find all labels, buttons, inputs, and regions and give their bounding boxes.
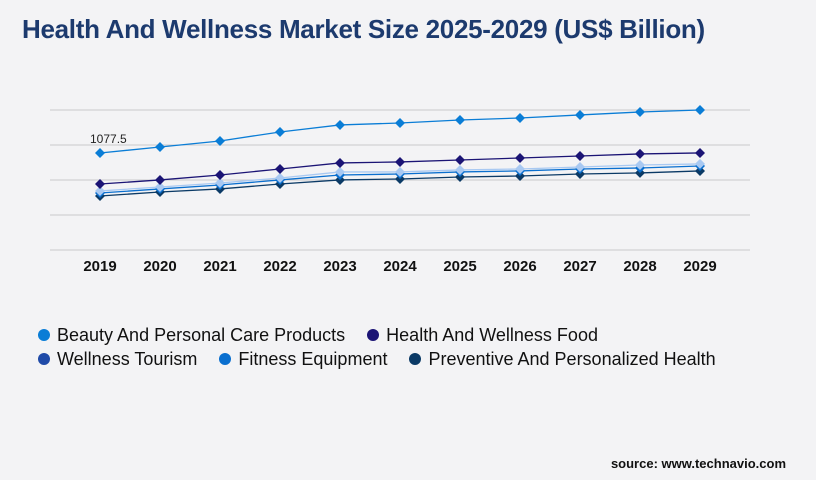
data-point — [575, 109, 585, 120]
x-tick-label: 2025 — [443, 258, 476, 275]
data-point — [635, 106, 645, 117]
data-point — [575, 161, 585, 172]
x-tick-label: 2026 — [503, 258, 536, 275]
data-point — [95, 179, 105, 190]
data-point — [275, 172, 285, 183]
data-point — [695, 147, 705, 158]
data-point — [335, 119, 345, 130]
legend-label: Preventive And Personalized Health — [428, 348, 716, 369]
data-point — [395, 117, 405, 128]
legend-label: Wellness Tourism — [57, 348, 198, 369]
data-point — [695, 158, 705, 169]
x-tick-label: 2029 — [683, 258, 716, 275]
data-point — [455, 114, 465, 125]
data-point — [215, 135, 225, 146]
legend-item: Wellness Tourism — [38, 349, 197, 370]
data-point — [335, 166, 345, 177]
data-point — [455, 154, 465, 165]
legend-label: Beauty And Personal Care Products — [57, 324, 346, 345]
legend-marker-icon — [367, 329, 380, 341]
series-line — [99, 109, 701, 154]
legend-item: Preventive And Personalized Health — [409, 348, 716, 370]
data-point — [575, 151, 585, 162]
legend-label: Fitness Equipment — [238, 348, 388, 369]
data-point — [335, 157, 345, 168]
data-point — [155, 174, 165, 185]
data-point — [95, 147, 105, 158]
x-tick-label: 2022 — [263, 258, 296, 275]
data-point — [155, 142, 165, 153]
source-text: source: www.technavio.com — [610, 456, 786, 471]
legend-item: Health And Wellness Food — [367, 325, 598, 346]
legend-marker-icon — [38, 329, 50, 341]
data-point — [575, 169, 585, 180]
legend-item: Beauty And Personal Care Products — [38, 325, 345, 346]
data-point — [215, 178, 225, 189]
x-tick-label: 2027 — [563, 258, 596, 275]
data-point — [695, 105, 705, 115]
x-tick-label: 2020 — [143, 258, 176, 275]
data-point — [395, 166, 405, 177]
legend-marker-icon — [409, 353, 422, 365]
data-point — [635, 160, 645, 171]
x-tick-label: 2019 — [83, 258, 116, 275]
line-chart: 2019 2020 2021 2022 2023 2024 2025 2026 2027 2028… — [50, 105, 750, 275]
x-tick-label: 2028 — [623, 258, 656, 275]
data-point — [635, 148, 645, 159]
data-point — [155, 181, 165, 192]
legend-label: Health And Wellness Food — [386, 324, 598, 345]
data-point — [395, 156, 405, 167]
data-point — [515, 163, 525, 174]
data-point — [95, 185, 105, 196]
chart-title: Health And Wellness Market Size 2025-202… — [22, 14, 705, 44]
data-label: 1077.5 — [90, 132, 127, 146]
x-tick-label: 2023 — [323, 258, 356, 275]
data-point — [515, 170, 525, 181]
x-tick-label: 2024 — [383, 258, 417, 275]
data-point — [515, 113, 525, 124]
data-point — [455, 171, 465, 182]
data-point — [455, 164, 465, 175]
data-point — [275, 163, 285, 174]
legend-item: Fitness Equipment — [219, 349, 387, 370]
legend-marker-icon — [38, 353, 50, 365]
legend: Beauty And Personal Care Products Health … — [38, 323, 798, 371]
legend-marker-icon — [219, 353, 232, 365]
data-point — [275, 126, 285, 137]
x-tick-label: 2021 — [203, 258, 236, 275]
data-point — [515, 152, 525, 163]
data-point — [215, 170, 225, 181]
